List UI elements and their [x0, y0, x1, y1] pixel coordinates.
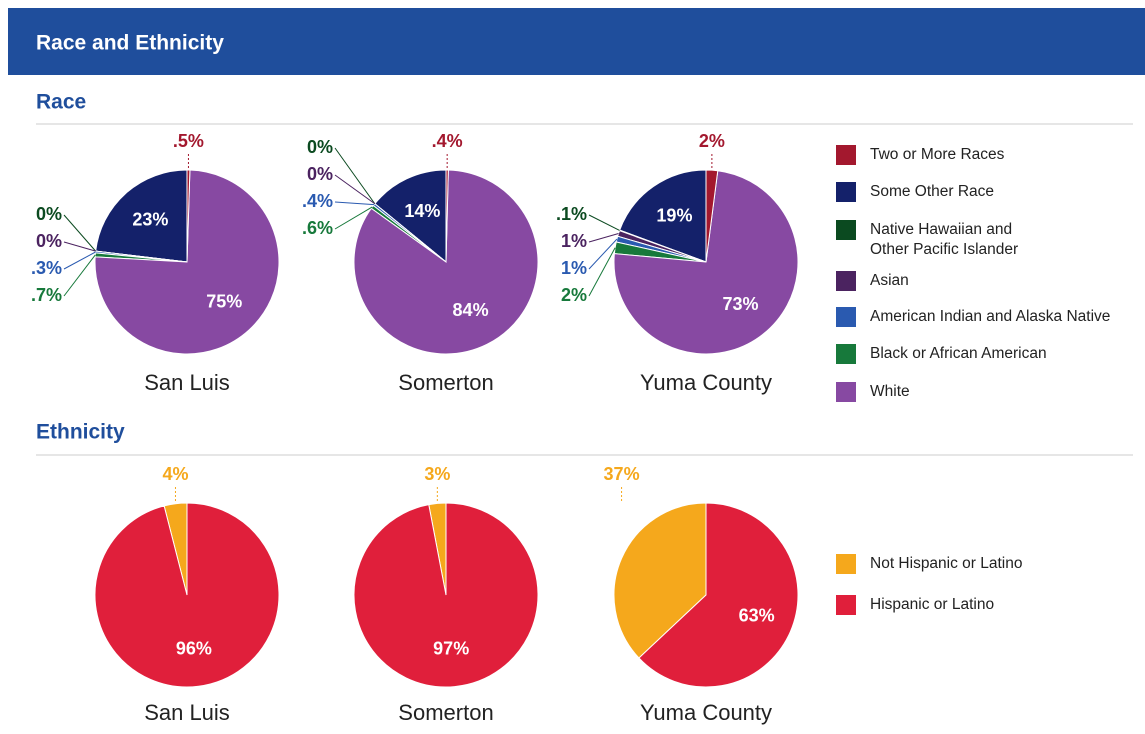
- leader-line: [588, 232, 619, 243]
- data-label: .3%: [31, 258, 62, 278]
- page-title: Race and Ethnicity: [36, 32, 224, 55]
- pie-slice: [613, 170, 799, 355]
- data-label: 2%: [561, 285, 587, 305]
- data-label: 96%: [176, 639, 212, 659]
- pie-slice: [353, 502, 539, 688]
- legend-swatch: [836, 595, 856, 615]
- data-label: 3%: [424, 464, 450, 484]
- legend-label: White: [870, 383, 910, 400]
- pie-slice: [445, 169, 449, 263]
- data-label: 73%: [723, 294, 759, 314]
- pie-title: Yuma County: [640, 370, 772, 395]
- legend-label: Asian: [870, 272, 909, 289]
- data-label: 0%: [307, 137, 333, 157]
- leader-line: [63, 254, 96, 297]
- data-label: 19%: [656, 205, 692, 225]
- leader-line: [334, 206, 373, 230]
- pie-slice: [638, 502, 799, 688]
- data-label: 1%: [561, 258, 587, 278]
- legend-swatch: [836, 271, 856, 291]
- pie-slice: [619, 169, 707, 263]
- legend-label: Not Hispanic or Latino: [870, 555, 1023, 572]
- section-title: Ethnicity: [36, 421, 125, 444]
- legend-label-line: Other Pacific Islander: [870, 241, 1018, 258]
- data-label: 0%: [36, 231, 62, 251]
- data-label: .4%: [432, 131, 463, 151]
- leader-line: [588, 214, 620, 231]
- legend-swatch: [836, 382, 856, 402]
- pie-slice: [94, 502, 280, 688]
- data-label: .7%: [31, 285, 62, 305]
- legend-swatch: [836, 554, 856, 574]
- legend-label: Some Other Race: [870, 183, 994, 200]
- pie-title: Somerton: [398, 700, 493, 725]
- leader-line: [63, 214, 97, 252]
- pie-title: Somerton: [398, 370, 493, 395]
- data-label: 2%: [699, 131, 725, 151]
- data-label: .4%: [302, 191, 333, 211]
- leader-line: [334, 201, 375, 206]
- legend-swatch: [836, 220, 856, 240]
- leader-line: [334, 174, 376, 205]
- legend-label: Hispanic or Latino: [870, 596, 994, 613]
- legend-label: Black or African American: [870, 345, 1047, 362]
- pie-slice: [186, 169, 191, 263]
- leader-line: [588, 238, 618, 270]
- legend-swatch: [836, 307, 856, 327]
- pie-slice: [705, 169, 719, 263]
- legend-swatch: [836, 145, 856, 165]
- data-label: 0%: [36, 204, 62, 224]
- data-label: .1%: [556, 204, 587, 224]
- legend-label-line: Native Hawaiian and: [870, 221, 1012, 238]
- data-label: 97%: [433, 639, 469, 659]
- data-label: 14%: [404, 201, 440, 221]
- data-label: .5%: [173, 131, 204, 151]
- legend-swatch: [836, 344, 856, 364]
- data-label: 63%: [739, 606, 775, 626]
- data-label: 1%: [561, 231, 587, 251]
- section-title: Race: [36, 91, 86, 114]
- data-label: 4%: [162, 464, 188, 484]
- data-label: 37%: [604, 464, 640, 484]
- legend-swatch: [836, 182, 856, 202]
- data-label: 84%: [453, 300, 489, 320]
- pie-title: Yuma County: [640, 700, 772, 725]
- legend-label: Native Hawaiian and Other Pacific Islande…: [870, 221, 1018, 258]
- header-bar: [8, 8, 1145, 75]
- leader-line: [63, 251, 96, 270]
- data-label: 75%: [206, 291, 242, 311]
- pie-slice: [95, 169, 188, 263]
- legend-label: American Indian and Alaska Native: [870, 308, 1110, 325]
- pie-title: San Luis: [144, 700, 230, 725]
- data-label: .6%: [302, 218, 333, 238]
- leader-line: [334, 147, 376, 205]
- pie-slice: [374, 169, 447, 264]
- data-label: 0%: [307, 164, 333, 184]
- pie-title: San Luis: [144, 370, 230, 395]
- leader-line: [63, 241, 96, 252]
- legend-label: Two or More Races: [870, 146, 1005, 163]
- leader-line: [588, 247, 616, 297]
- data-label: 23%: [132, 209, 168, 229]
- pie-slice: [613, 502, 707, 659]
- pie-slice: [94, 169, 280, 355]
